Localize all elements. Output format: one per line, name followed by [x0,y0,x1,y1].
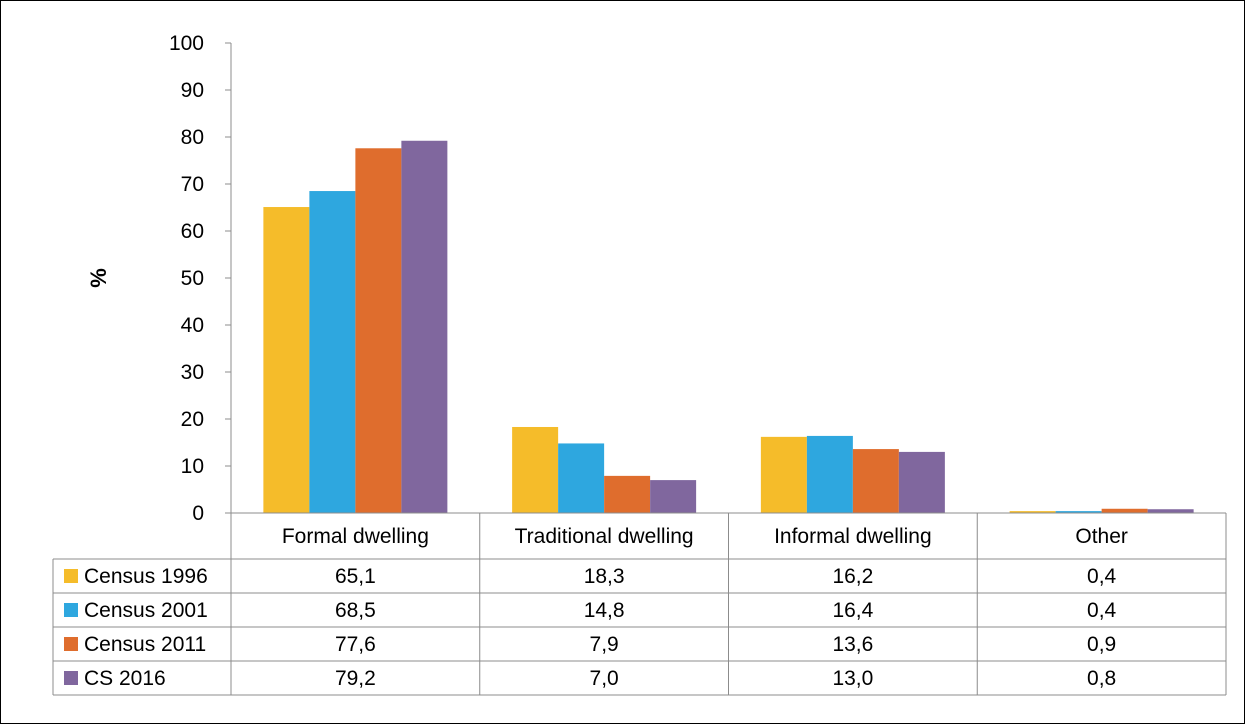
bar-census-1996-2 [760,436,807,513]
y-tick-label: 10 [181,455,204,478]
bar-cs-2016-1 [650,480,697,513]
data-table: Formal dwelling Traditional dwelling Infor… [52,512,1227,696]
data-label: 7,9 [590,633,619,656]
y-tick-label: 60 [181,220,204,243]
data-label: 0,9 [1087,633,1116,656]
data-label: 65,1 [335,565,376,588]
legend-key [64,603,78,617]
bar-cs-2016-3 [1147,509,1194,513]
y-tick-label: 50 [181,267,204,290]
y-tick-label: 90 [181,79,204,102]
bar-cs-2016-0 [401,140,448,513]
legend-label: CS 2016 [84,667,166,690]
legend-label: Census 1996 [84,565,208,588]
bar-census-2011-2 [852,449,899,513]
y-tick-label: 40 [181,314,204,337]
data-label: 13,6 [832,633,873,656]
legend-key [64,569,78,583]
data-label: 18,3 [584,565,625,588]
bar-census-2011-3 [1101,508,1148,513]
data-label: 0,4 [1087,599,1117,622]
data-label: 16,4 [832,599,873,622]
data-label: 13,0 [832,667,873,690]
y-tick-label: 100 [169,32,204,55]
data-label: 0,4 [1087,565,1117,588]
y-tick-label: 80 [181,126,204,149]
category-label: Other [1075,525,1128,548]
data-label: 14,8 [584,599,625,622]
bar-census-2001-2 [806,435,853,513]
data-label: 79,2 [335,667,376,690]
y-axis-label: % [86,268,111,288]
bar-census-2011-1 [604,475,651,513]
bar-cs-2016-2 [898,451,945,513]
category-label: Informal dwelling [774,525,932,548]
legend-key [64,637,78,651]
bar-census-2001-3 [1055,511,1102,513]
legend-label: Census 2011 [84,633,206,656]
y-tick-label: 70 [181,173,204,196]
y-tick-label: 0 [192,502,204,525]
category-label: Traditional dwelling [515,525,694,548]
axis-layer: 0 10 20 30 40 50 60 70 80 90 100 [169,32,232,525]
data-label: 16,2 [832,565,873,588]
y-tick-label: 30 [181,361,204,384]
legend-label: Census 2001 [84,599,208,622]
bar-census-2001-1 [558,443,605,513]
data-label: 77,6 [335,633,376,656]
bar-census-2011-0 [355,148,402,513]
category-label: Formal dwelling [282,525,429,548]
bar-census-1996-0 [263,207,310,513]
bar-census-2001-0 [309,191,356,514]
bar-census-1996-1 [512,426,559,513]
data-label: 68,5 [335,599,376,622]
y-tick-label: 20 [181,408,204,431]
bars-layer [263,140,1194,514]
data-label: 0,8 [1087,667,1116,690]
bar-census-1996-3 [1009,511,1056,513]
legend-key [64,671,78,685]
data-label: 7,0 [590,667,619,690]
